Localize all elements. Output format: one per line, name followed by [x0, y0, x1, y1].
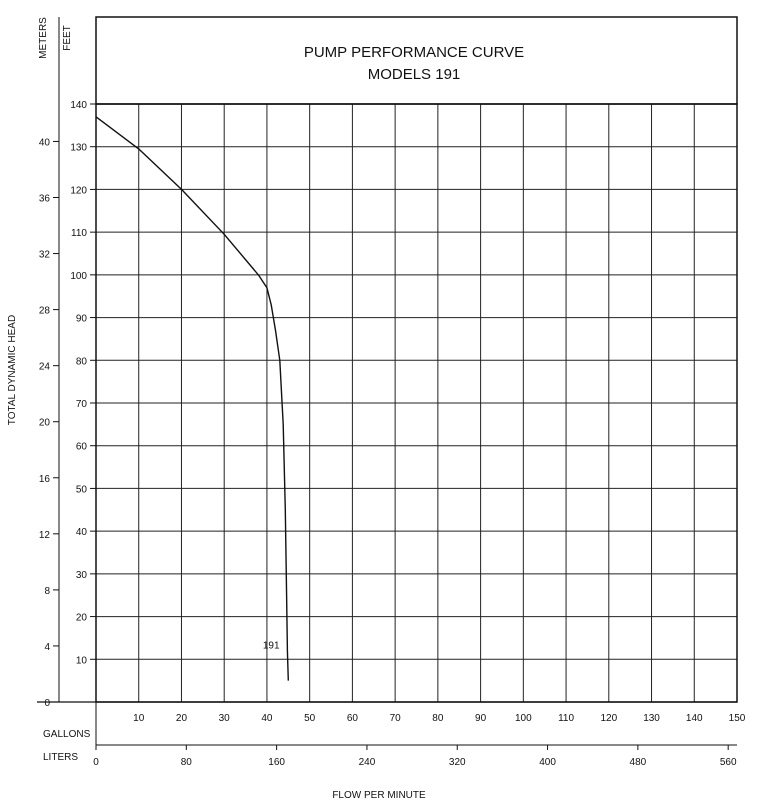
gallons-tick-label: 20: [176, 713, 188, 724]
liters-tick-label: 320: [449, 757, 466, 768]
meters-unit-label: METERS: [38, 17, 49, 59]
feet-unit-label: FEET: [62, 25, 73, 51]
curve-annotation-label: 191: [263, 641, 280, 652]
gallons-tick-label: 150: [729, 713, 746, 724]
feet-tick-label: 20: [76, 613, 88, 624]
meters-tick-label: 16: [39, 474, 51, 485]
gallons-tick-label: 30: [219, 713, 231, 724]
feet-tick-label: 90: [76, 314, 88, 325]
y-axis-label: TOTAL DYNAMIC HEAD: [7, 315, 18, 425]
meters-tick-label: 28: [39, 306, 51, 317]
gallons-tick-label: 110: [558, 713, 574, 724]
gallons-unit-label: GALLONS: [43, 729, 91, 740]
chart-title: PUMP PERFORMANCE CURVE: [304, 44, 524, 61]
gallons-tick-label: 80: [432, 713, 444, 724]
series-layer: 191: [95, 116, 289, 681]
gallons-tick-label: 130: [643, 713, 660, 724]
gallons-tick-label: 50: [304, 713, 316, 724]
meters-tick-label: 4: [44, 642, 50, 653]
liters-tick-label: 400: [539, 757, 556, 768]
gallons-tick-label: 100: [515, 713, 532, 724]
liters-tick-label: 240: [359, 757, 376, 768]
feet-tick-label: 110: [71, 228, 87, 239]
feet-tick-label: 120: [70, 185, 87, 196]
gallons-tick-label: 70: [390, 713, 402, 724]
liters-tick-label: 160: [268, 757, 285, 768]
meters-tick-label: 8: [44, 586, 50, 597]
feet-tick-label: 10: [76, 655, 88, 666]
feet-tick-label: 40: [76, 527, 88, 538]
liters-tick-label: 560: [720, 757, 737, 768]
liters-tick-label: 80: [181, 757, 193, 768]
gallons-tick-label: 90: [475, 713, 487, 724]
chart-subtitle: MODELS 191: [368, 66, 461, 83]
gallons-tick-label: 140: [686, 713, 703, 724]
feet-tick-label: 80: [76, 356, 88, 367]
liters-tick-label: 480: [630, 757, 647, 768]
meters-tick-label: 32: [39, 250, 51, 261]
meters-tick-label: 0: [44, 698, 50, 709]
gallons-tick-label: 10: [133, 713, 145, 724]
liters-unit-label: LITERS: [43, 752, 78, 763]
grid-lines: [96, 103, 738, 702]
meters-tick-label: 12: [39, 530, 51, 541]
meters-tick-label: 24: [39, 362, 51, 373]
meters-tick-label: 36: [39, 194, 51, 205]
feet-tick-label: 140: [70, 100, 87, 111]
curve-191: [95, 116, 289, 681]
feet-tick-label: 50: [76, 484, 88, 495]
axes: 1020304050607080901001101201301400481216…: [37, 17, 746, 768]
feet-tick-label: 130: [70, 143, 87, 154]
feet-tick-label: 30: [76, 570, 88, 581]
feet-tick-label: 70: [76, 399, 88, 410]
meters-tick-label: 40: [39, 137, 51, 148]
feet-tick-label: 100: [70, 271, 87, 282]
gallons-tick-label: 120: [600, 713, 617, 724]
liters-tick-label: 0: [93, 757, 99, 768]
gallons-tick-label: 40: [261, 713, 273, 724]
meters-tick-label: 20: [39, 418, 51, 429]
feet-tick-label: 60: [76, 442, 88, 453]
x-axis-label: FLOW PER MINUTE: [332, 790, 426, 801]
gallons-tick-label: 60: [347, 713, 359, 724]
